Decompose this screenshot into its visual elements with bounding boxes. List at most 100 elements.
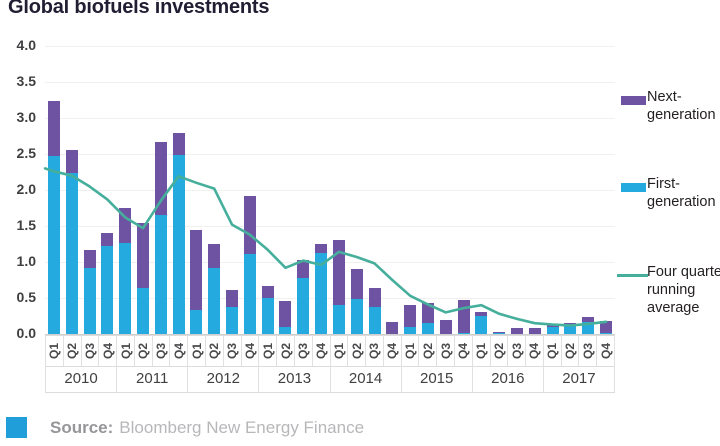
legend-running-average-line-swatch xyxy=(617,274,648,277)
first-generation-segment xyxy=(475,316,488,334)
x-quarter-cell: Q3 xyxy=(508,336,527,366)
x-quarter-cell: Q4 xyxy=(242,336,260,366)
next-generation-segment xyxy=(119,208,132,243)
x-quarter-label: Q3 xyxy=(367,342,382,360)
first-generation-segment xyxy=(404,326,417,334)
plot-area xyxy=(43,46,615,335)
x-quarter-cell: Q2 xyxy=(419,336,438,366)
x-quarter-label: Q1 xyxy=(545,342,560,360)
source-bar: Source: Bloomberg New Energy Finance xyxy=(0,408,720,446)
first-generation-segment xyxy=(297,277,310,334)
x-quarter-cell: Q3 xyxy=(153,336,171,366)
next-generation-segment xyxy=(439,320,452,334)
x-year-label: 2010 xyxy=(45,365,118,392)
x-quarter-label: Q1 xyxy=(474,342,489,360)
bar-Q3-2016 xyxy=(511,328,524,334)
first-generation-segment xyxy=(493,332,506,334)
x-quarter-cell: Q4 xyxy=(170,336,189,366)
gridline xyxy=(45,118,615,119)
x-quarter-label: Q1 xyxy=(403,342,418,360)
x-quarter-cell: Q2 xyxy=(562,336,580,366)
x-quarter-label: Q2 xyxy=(207,342,222,360)
next-generation-segment xyxy=(404,305,417,327)
first-generation-segment xyxy=(226,306,239,334)
first-generation-segment xyxy=(546,326,559,334)
next-generation-segment xyxy=(297,259,310,278)
first-generation-segment xyxy=(172,154,185,334)
bar-Q3-2013 xyxy=(297,259,310,334)
y-tick-label: 3.0 xyxy=(16,109,36,125)
next-generation-segment xyxy=(600,321,613,333)
next-generation-segment xyxy=(172,133,185,155)
next-generation-segment xyxy=(279,300,292,327)
x-quarter-cell: Q2 xyxy=(348,336,367,366)
x-quarter-label: Q4 xyxy=(171,342,186,360)
x-quarter-label: Q2 xyxy=(349,342,364,360)
legend-first-generation-swatch xyxy=(621,183,646,192)
running-average-polyline xyxy=(43,167,608,327)
legend-first-generation-label: First- generation xyxy=(647,176,716,210)
bar-Q1-2013 xyxy=(261,285,274,334)
x-quarter-label: Q2 xyxy=(278,342,293,360)
x-quarter-cell: Q3 xyxy=(82,336,100,366)
next-generation-segment xyxy=(386,322,399,334)
x-quarter-label: Q2 xyxy=(491,342,506,360)
x-quarter-label: Q1 xyxy=(189,342,204,360)
x-quarter-cell: Q4 xyxy=(597,336,615,366)
source-text: Source: Bloomberg New Energy Finance xyxy=(50,418,364,438)
x-quarter-label: Q3 xyxy=(509,342,524,360)
x-quarter-cell: Q3 xyxy=(437,336,455,366)
bar-Q2-2013 xyxy=(279,300,292,334)
bar-Q3-2012 xyxy=(226,290,239,334)
x-quarter-label: Q1 xyxy=(260,342,275,360)
y-tick-label: 1.5 xyxy=(16,217,36,233)
first-generation-segment xyxy=(315,252,328,334)
bar-Q4-2012 xyxy=(243,195,256,334)
x-quarter-cell: Q3 xyxy=(579,336,598,366)
next-generation-segment xyxy=(190,230,203,311)
x-quarter-label: Q4 xyxy=(456,342,471,360)
x-quarter-cell: Q3 xyxy=(366,336,384,366)
gridline xyxy=(45,82,615,83)
x-quarter-cell: Q1 xyxy=(473,336,491,366)
chart-title: Global biofuels investments xyxy=(8,0,270,18)
x-quarter-label: Q4 xyxy=(598,342,613,360)
running-average-line xyxy=(43,167,608,327)
bar-Q4-2014 xyxy=(386,322,399,334)
x-year-label: 2014 xyxy=(331,365,402,392)
y-tick-label: 0.5 xyxy=(16,289,36,305)
bar-Q2-2010 xyxy=(65,150,78,334)
x-year-label: 2015 xyxy=(402,365,473,392)
x-quarter-label: Q4 xyxy=(314,342,329,360)
bar-Q1-2016 xyxy=(475,311,488,334)
x-quarter-label: Q3 xyxy=(296,342,311,360)
y-tick-label: 2.0 xyxy=(16,181,36,197)
x-quarter-label: Q2 xyxy=(136,342,151,360)
first-generation-segment xyxy=(154,215,167,334)
gridline xyxy=(45,226,615,227)
gridline xyxy=(45,190,615,191)
first-generation-segment xyxy=(261,298,274,334)
gridline xyxy=(45,262,615,263)
x-quarter-label: Q3 xyxy=(580,342,595,360)
y-tick-label: 1.0 xyxy=(16,253,36,269)
next-generation-segment xyxy=(493,331,506,333)
x-axis-quarter-labels: Q1 Q2 Q3 Q4 Q1 Q2 Q3 Q4 Q1 Q2 Q3 Q4 Q1 Q2 Q3 Q4 Q1 Q2 Q3 Q4… xyxy=(45,335,615,367)
next-generation-segment xyxy=(511,328,524,334)
gridline xyxy=(45,46,615,47)
x-quarter-cell: Q1 xyxy=(45,336,64,366)
x-quarter-cell: Q1 xyxy=(331,336,349,366)
bar-Q3-2014 xyxy=(368,287,381,334)
y-tick-label: 4.0 xyxy=(16,37,36,53)
x-year-label: 2011 xyxy=(117,365,189,392)
x-quarter-cell: Q2 xyxy=(64,336,82,366)
next-generation-segment xyxy=(136,223,149,288)
bar-Q1-2012 xyxy=(190,230,203,334)
next-generation-segment xyxy=(243,195,256,255)
legend-next-generation-swatch xyxy=(621,96,646,105)
source-logo-square xyxy=(6,417,27,438)
x-quarter-label: Q3 xyxy=(82,342,97,360)
bar-Q4-2016 xyxy=(528,327,541,334)
x-quarter-cell: Q4 xyxy=(99,336,118,366)
bar-Q1-2015 xyxy=(404,305,417,334)
